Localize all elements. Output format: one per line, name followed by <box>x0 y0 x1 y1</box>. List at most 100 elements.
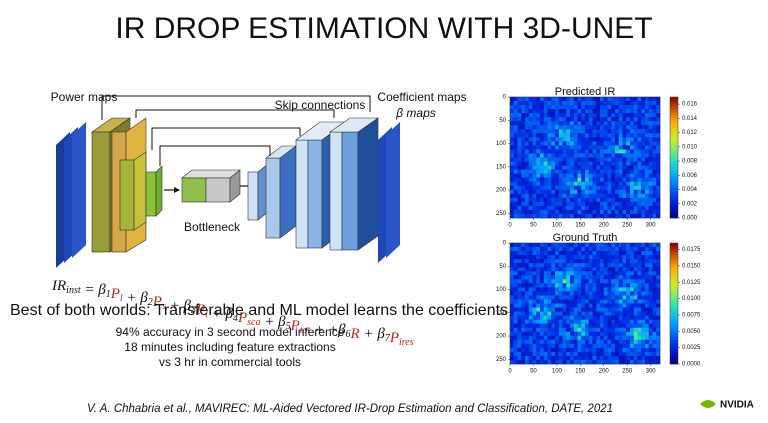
colorbar-segment <box>670 148 678 152</box>
colorbar-segment <box>670 109 678 113</box>
heatmap-cell <box>513 185 518 190</box>
heatmap-cell <box>517 327 522 332</box>
heatmap-cell <box>600 117 604 122</box>
heatmap-cell <box>622 311 627 316</box>
heatmap-cell <box>566 185 571 190</box>
heatmap-cell <box>536 255 541 260</box>
heatmap-cell <box>536 327 541 332</box>
heatmap-cell <box>630 149 634 154</box>
heatmap-cell <box>618 101 623 106</box>
heatmap-cell <box>573 351 578 357</box>
heatmap-cell <box>521 209 526 215</box>
heatmap-cell <box>611 251 616 256</box>
heatmap-cell <box>570 267 574 272</box>
heatmap-cell <box>532 295 537 300</box>
heatmap-cell <box>577 343 582 349</box>
heatmap-cell <box>566 153 571 158</box>
heatmap-cell <box>521 263 526 268</box>
heatmap-cell <box>570 263 574 268</box>
heatmap-cell <box>547 169 552 174</box>
heatmap-cell <box>532 331 537 336</box>
heatmap-cell <box>633 149 638 154</box>
heatmap-cell <box>551 185 556 190</box>
heatmap-cell <box>626 105 631 110</box>
heatmap-cell <box>588 335 593 340</box>
heatmap-cell <box>596 331 601 336</box>
heatmap-cell <box>521 149 526 154</box>
colorbar-segment <box>670 154 678 158</box>
block <box>155 165 163 217</box>
heatmap-cell <box>521 251 526 256</box>
heatmap-cell <box>570 343 574 349</box>
heatmap-cell <box>656 323 661 328</box>
equation-term: = β <box>81 282 107 298</box>
heatmap-cell <box>656 295 661 300</box>
heatmap-cell <box>607 283 612 288</box>
heatmap-cell <box>588 255 593 260</box>
heatmap-cell <box>641 161 646 166</box>
heatmap-cell <box>656 283 661 288</box>
heatmap-cell <box>562 145 567 150</box>
heatmap-cell <box>547 315 552 320</box>
heatmap-cell <box>570 209 574 215</box>
heatmap-cell <box>528 149 533 154</box>
heatmap-cell <box>570 319 574 324</box>
heatmap-cell <box>555 251 559 256</box>
heatmap-cell <box>536 259 541 264</box>
heatmap-cell <box>528 299 533 304</box>
heatmap-cell <box>600 161 604 166</box>
heatmap-cell <box>645 201 649 207</box>
heatmap-cell <box>540 173 544 178</box>
heatmap-cell <box>517 319 522 324</box>
heatmap-cell <box>637 129 642 134</box>
heatmap-cell <box>626 283 631 288</box>
heatmap-cell <box>611 205 616 211</box>
colorbar-segment <box>670 324 678 328</box>
heatmap-cell <box>525 121 529 126</box>
heatmap-cell <box>618 149 623 154</box>
colorbar-tick-label: 0.0150 <box>682 263 701 269</box>
heatmap-cell <box>532 311 537 316</box>
heatmap-cell <box>558 109 563 114</box>
equation-term: + β <box>360 326 386 342</box>
heatmap-cell <box>652 149 657 154</box>
heatmap-cell <box>626 295 631 300</box>
heatmap-cell <box>618 271 623 276</box>
heatmap-cell <box>510 101 514 106</box>
heatmap-cell <box>555 141 559 146</box>
heatmap-cell <box>577 177 582 182</box>
heatmap-cell <box>630 133 634 138</box>
heatmap-cell <box>577 125 582 130</box>
heatmap-cell <box>648 181 653 186</box>
heatmap-cell <box>585 201 589 207</box>
heatmap-cell <box>652 247 657 252</box>
heatmap-cell <box>641 359 646 365</box>
heatmap-cell <box>570 113 574 118</box>
heatmap-cell <box>648 109 653 114</box>
heatmap-cell <box>570 255 574 260</box>
heatmap-cell <box>536 335 541 340</box>
colorbar-segment <box>670 205 678 210</box>
heatmap-cell <box>630 161 634 166</box>
heatmap-cell <box>517 287 522 292</box>
heatmap-cell <box>603 97 608 102</box>
heatmap-cell <box>528 291 533 296</box>
heatmap-cell <box>513 213 518 219</box>
heatmap-cell <box>562 339 567 345</box>
heatmap-cell <box>525 315 529 320</box>
heatmap-cell <box>525 247 529 252</box>
heatmap-cell <box>596 121 601 126</box>
heatmap-cell <box>607 295 612 300</box>
heatmap-cell <box>596 129 601 134</box>
heatmap-cell <box>517 355 522 361</box>
heatmap-cell <box>525 201 529 207</box>
heatmap-cell <box>611 331 616 336</box>
heatmap-cell <box>585 213 589 219</box>
heatmap-cell <box>585 251 589 256</box>
heatmap-cell <box>536 121 541 126</box>
heatmap-cell <box>551 359 556 365</box>
heatmap-cell <box>555 121 559 126</box>
heatmap-cell <box>641 327 646 332</box>
heatmap-cell <box>630 279 634 284</box>
